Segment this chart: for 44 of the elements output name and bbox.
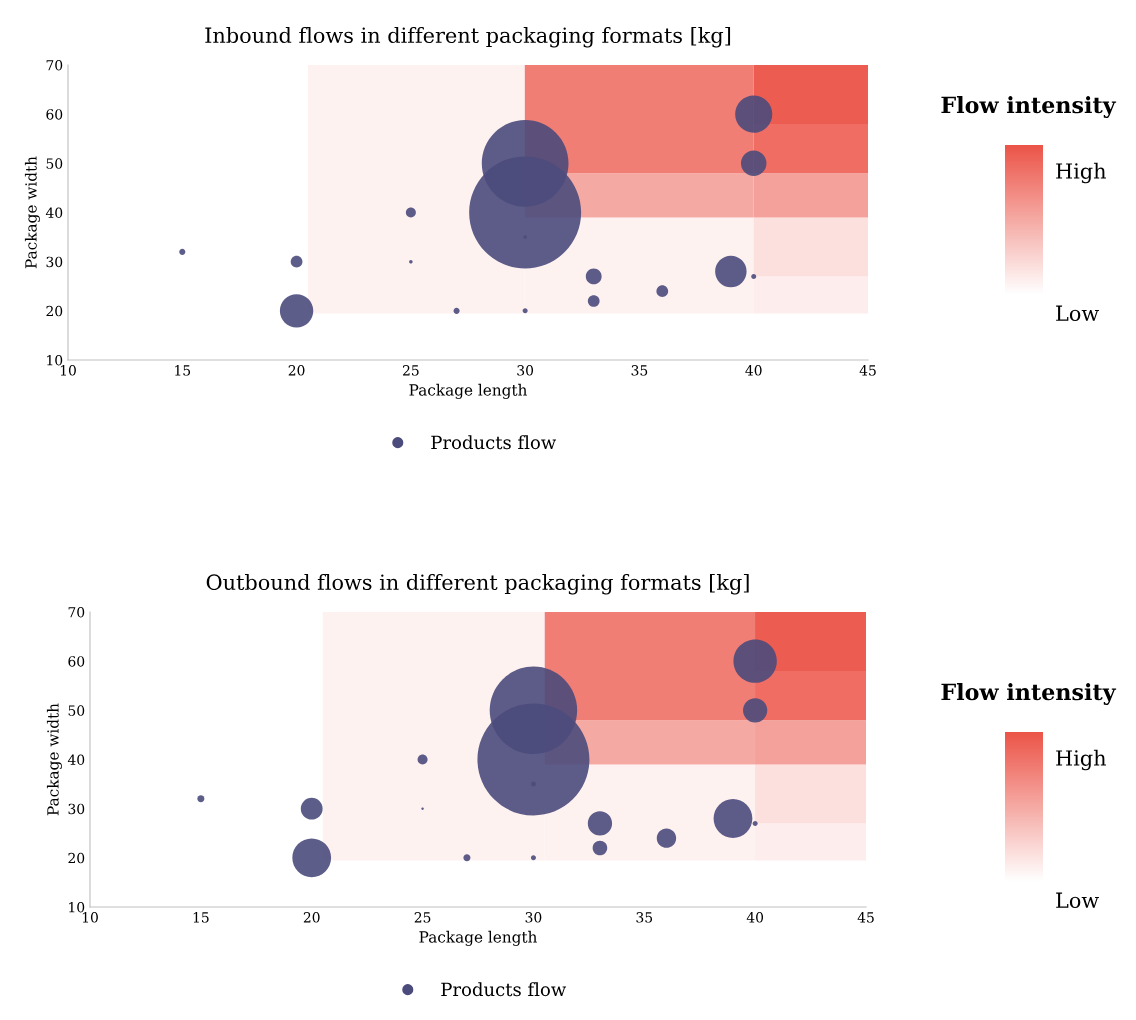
x-tick-label: 35 [636, 912, 653, 923]
chart-title: Outbound flows in different packaging formats [kg] [206, 573, 749, 595]
x-tick-label: 10 [60, 365, 76, 376]
y-tick-label: 40 [67, 754, 85, 765]
text: High [1056, 162, 1107, 184]
y-tick-label: 30 [46, 256, 63, 268]
x-tick-label: 25 [414, 912, 431, 923]
y-tick-label: 10 [47, 354, 63, 366]
y-tick-label: 30 [68, 803, 85, 815]
y-axis-title: Package width [24, 156, 40, 269]
y-tick-label: 10 [69, 901, 85, 913]
text: Low [1056, 305, 1099, 322]
text: High [1056, 749, 1107, 771]
x-tick-label: 45 [859, 365, 876, 376]
y-tick-label: 70 [46, 59, 63, 71]
x-tick-label: 40 [746, 912, 764, 923]
text: Flow intensity [941, 96, 1117, 118]
y-tick-label: 50 [46, 158, 63, 169]
y-tick-label: 50 [68, 705, 85, 716]
y-tick-label: 60 [46, 109, 63, 120]
y-tick-label: 40 [45, 207, 63, 218]
x-tick-label: 40 [745, 365, 762, 376]
x-tick-label: 35 [631, 365, 648, 376]
legend-label: Products flow [441, 982, 567, 997]
x-tick-label: 25 [402, 365, 419, 376]
x-axis-title: Package length [419, 930, 537, 946]
x-tick-label: 30 [525, 912, 542, 923]
y-axis-title: Package width [46, 703, 62, 816]
text: Flow intensity [941, 683, 1117, 705]
x-tick-label: 15 [175, 365, 191, 376]
x-tick-label: 10 [82, 912, 98, 923]
x-axis-title: Package length [409, 383, 527, 399]
x-tick-label: 45 [857, 912, 874, 923]
text: Low [1056, 892, 1099, 909]
x-tick-label: 20 [288, 365, 305, 376]
legend-label: Products flow [431, 435, 557, 450]
x-tick-label: 20 [303, 912, 320, 923]
chart-title: Inbound flows in different packaging formats [kg] [205, 26, 731, 48]
y-tick-label: 20 [68, 852, 85, 864]
y-tick-label: 70 [68, 606, 85, 618]
x-tick-label: 15 [193, 912, 209, 923]
y-tick-label: 60 [68, 656, 85, 667]
y-tick-label: 20 [46, 305, 63, 317]
x-tick-label: 30 [517, 365, 534, 376]
